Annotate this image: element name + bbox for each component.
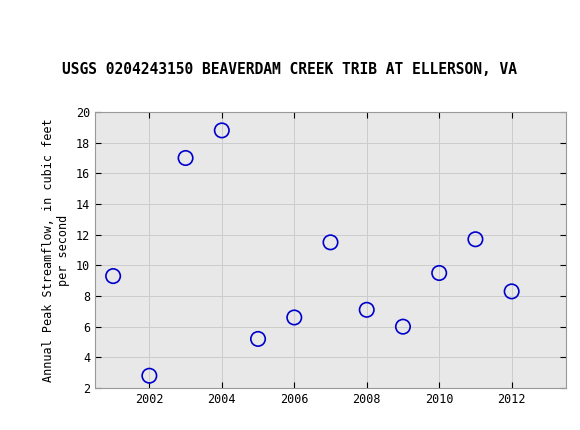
Text: USGS 0204243150 BEAVERDAM CREEK TRIB AT ELLERSON, VA: USGS 0204243150 BEAVERDAM CREEK TRIB AT … xyxy=(63,62,517,77)
Y-axis label: Annual Peak Streamflow, in cubic feet
per second: Annual Peak Streamflow, in cubic feet pe… xyxy=(42,118,70,382)
Point xyxy=(289,314,299,321)
Point xyxy=(217,127,226,134)
Point xyxy=(507,288,516,295)
Point xyxy=(253,335,263,342)
Point xyxy=(108,273,118,280)
Point xyxy=(434,270,444,276)
Point xyxy=(181,154,190,161)
Text: ≡USGS: ≡USGS xyxy=(3,11,74,29)
Point xyxy=(326,239,335,246)
Point xyxy=(471,236,480,243)
Point xyxy=(144,372,154,379)
Point xyxy=(398,323,408,330)
Point xyxy=(362,306,371,313)
